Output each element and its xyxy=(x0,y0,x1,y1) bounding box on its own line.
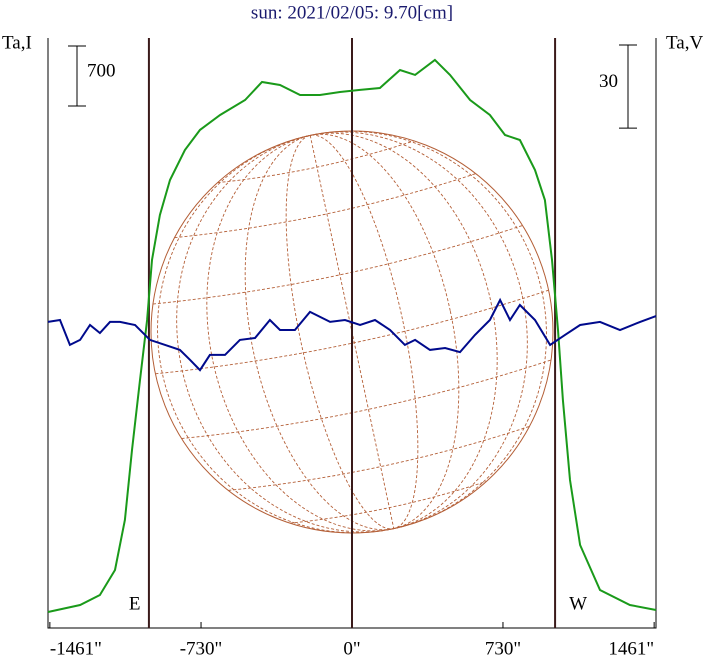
x-tick-label: -730" xyxy=(180,638,223,659)
parallel xyxy=(228,425,530,491)
meridian xyxy=(176,131,528,533)
parallel xyxy=(181,359,552,439)
scale-bar-label: 30 xyxy=(599,71,618,92)
parallel xyxy=(289,480,487,524)
y-axis-label: Ta,I xyxy=(2,32,32,53)
x-tick-label: 1461" xyxy=(608,638,654,659)
x-tick-label: 0" xyxy=(343,638,360,659)
y2-axis-label: Ta,V xyxy=(666,32,703,53)
x-tick-label: -1461" xyxy=(50,638,102,659)
parallel xyxy=(217,140,415,184)
series-line xyxy=(47,297,657,372)
marker-label: W xyxy=(569,593,587,614)
meridian xyxy=(244,133,460,531)
parallel xyxy=(174,173,476,239)
marker-label: E xyxy=(129,593,141,614)
scale-bar-label: 700 xyxy=(87,60,116,81)
chart-title: sun: 2021/02/05: 9.70[cm] xyxy=(251,2,453,23)
series-line xyxy=(47,58,657,613)
parallel xyxy=(155,289,549,375)
x-tick-label: 730" xyxy=(485,638,521,659)
parallel xyxy=(152,225,523,305)
